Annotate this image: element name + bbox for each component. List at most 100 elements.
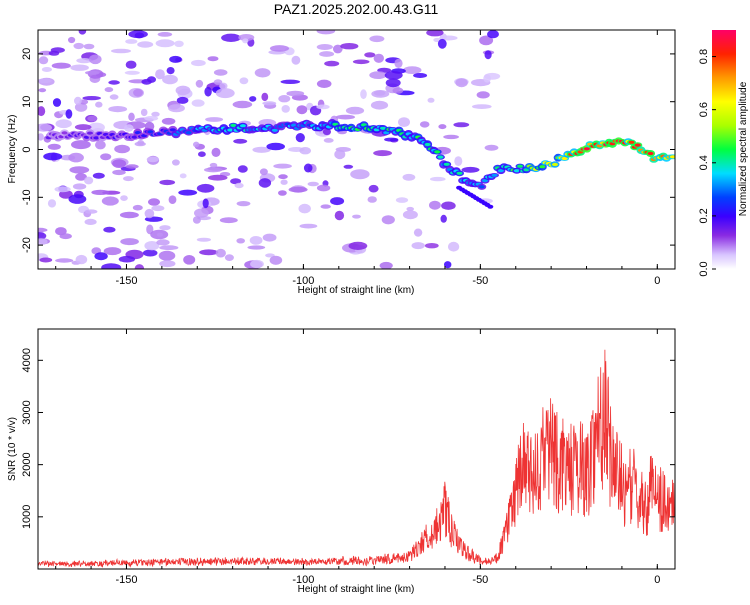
noise-blob (112, 169, 126, 176)
noise-blob (291, 55, 301, 65)
noise-blob (296, 105, 308, 115)
noise-blob (286, 90, 305, 97)
noise-blob (247, 245, 266, 250)
noise-blob (169, 55, 182, 63)
noise-blob (371, 90, 390, 98)
noise-blob (207, 56, 219, 62)
noise-blob (487, 30, 499, 39)
ridge-core (517, 164, 523, 168)
noise-blob (159, 260, 176, 268)
noise-blob (144, 116, 159, 121)
noise-blob (324, 60, 340, 67)
noise-blob (352, 59, 370, 65)
noise-blob (128, 112, 135, 122)
noise-blob (112, 159, 127, 169)
noise-blob (370, 100, 389, 110)
noise-blob (303, 163, 313, 173)
noise-blob (89, 54, 102, 65)
snr-x-ticks: -150 -100 -50 0 (55, 329, 660, 586)
noise-blob (213, 79, 223, 85)
noise-blob (195, 79, 204, 88)
noise-blob (242, 38, 249, 44)
noise-blob (124, 70, 140, 75)
noise-blob (101, 263, 122, 269)
noise-blob (316, 30, 336, 35)
noise-blob (209, 162, 218, 168)
ridge-core (482, 179, 488, 183)
noise-blob (472, 104, 492, 109)
noise-blob (132, 204, 143, 211)
noise-blob (249, 96, 257, 102)
noise-blob (411, 242, 425, 250)
ridge-core (87, 131, 93, 135)
noise-blob (348, 241, 368, 250)
noise-blob (259, 168, 268, 176)
noise-blob (392, 87, 404, 94)
x-tick-label: -50 (472, 574, 488, 586)
noise-blob (65, 109, 73, 119)
ridge-core (647, 151, 654, 156)
spectrogram-marks (38, 30, 675, 269)
ridge-core (628, 140, 635, 144)
noise-blob (144, 241, 160, 251)
noise-blob (269, 255, 283, 265)
ridge-core (443, 162, 450, 166)
noise-blob (333, 44, 343, 54)
noise-blob (156, 232, 163, 237)
noise-blob (373, 150, 392, 157)
noise-blob (265, 253, 275, 258)
noise-blob (369, 71, 387, 79)
noise-blob (340, 43, 359, 50)
ridge-core (380, 126, 386, 130)
noise-blob (55, 258, 74, 263)
noise-blob (394, 58, 403, 68)
noise-blob (84, 209, 98, 214)
noise-blob (84, 218, 97, 225)
noise-blob (92, 172, 105, 179)
x-tick-label: -100 (292, 574, 314, 586)
ridge-core (93, 136, 100, 140)
noise-blob (239, 77, 249, 85)
y-tick-label: 1000 (21, 505, 33, 529)
ridge-core (669, 155, 675, 159)
noise-blob (205, 117, 224, 122)
ridge-branch (487, 204, 494, 209)
colorbar-tick-label: 0.2 (698, 208, 710, 223)
noise-blob (299, 223, 318, 229)
noise-blob (111, 48, 131, 54)
noise-blob (440, 214, 447, 223)
noise-blob (69, 166, 90, 174)
noise-blob (141, 78, 152, 85)
spectrogram-background (38, 30, 675, 269)
noise-blob (278, 95, 291, 103)
noise-blob (194, 208, 209, 218)
noise-blob (140, 108, 148, 117)
noise-blob (75, 173, 87, 181)
ridge-core (513, 169, 520, 173)
noise-blob (70, 64, 89, 71)
noise-blob (103, 247, 122, 256)
noise-blob (120, 238, 139, 246)
noise-blob (68, 194, 87, 204)
ridge-core (434, 150, 441, 154)
noise-blob (155, 39, 175, 48)
ridge-core (634, 143, 641, 147)
noise-blob (381, 215, 395, 225)
noise-blob (232, 100, 253, 109)
noise-blob (109, 94, 119, 100)
noise-blob (204, 86, 212, 97)
noise-blob (159, 225, 171, 231)
noise-blob (202, 198, 209, 209)
noise-blob (156, 239, 170, 246)
noise-blob (38, 227, 48, 233)
noise-blob (142, 249, 158, 257)
noise-blob (402, 210, 418, 220)
noise-blob (320, 204, 331, 209)
noise-blob (334, 149, 346, 160)
ridge-core (134, 131, 141, 135)
noise-blob (59, 233, 72, 240)
noise-blob (281, 105, 290, 113)
noise-blob (151, 111, 160, 117)
ridge-core (424, 142, 431, 147)
noise-blob (38, 106, 46, 117)
